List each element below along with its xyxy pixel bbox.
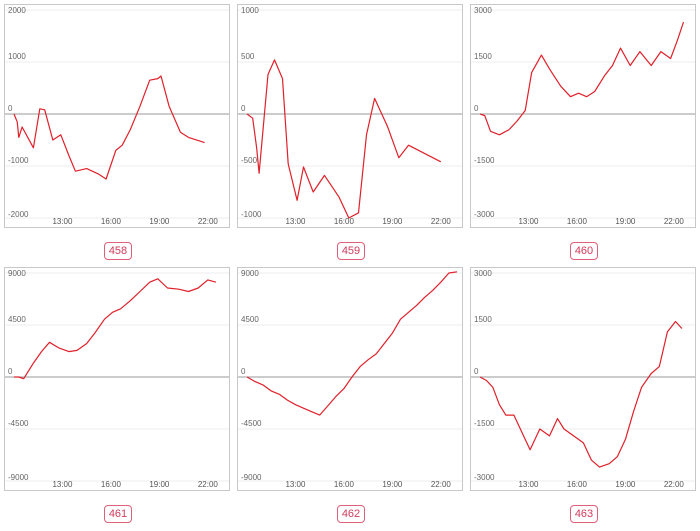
y-tick-label: -3000 — [474, 473, 495, 482]
line-chart: 1000 500 0 -500 -1000 13:00 16:00 19:00 22:00 — [237, 4, 463, 228]
y-tick-label: -4500 — [8, 419, 29, 428]
y-tick-label: -1000 — [8, 156, 29, 165]
y-tick-label: -3000 — [474, 210, 495, 219]
chart-id-badge: 461 — [104, 505, 132, 523]
y-tick-label: 500 — [241, 52, 255, 61]
chart-panel-460: 3000 1500 0 -1500 -3000 13:00 16:00 19:00 22:00 4… — [470, 4, 696, 268]
y-tick-label: 4500 — [241, 315, 259, 324]
y-tick-label: -2000 — [8, 210, 29, 219]
chart-id-badge: 460 — [570, 242, 598, 260]
y-tick-label: 3000 — [474, 6, 492, 15]
x-tick-label: 16:00 — [101, 480, 122, 489]
x-tick-label: 13:00 — [518, 480, 539, 489]
series-line — [246, 59, 442, 219]
chart-id-badge: 458 — [104, 242, 132, 260]
y-tick-label: 1000 — [241, 6, 259, 15]
chart-panel-461: 9000 4500 0 -4500 -9000 13:00 16:00 19:00 22:00 4… — [4, 267, 230, 531]
x-tick-label: 13:00 — [52, 480, 73, 489]
x-tick-label: 13:00 — [285, 217, 306, 226]
series-line — [479, 21, 685, 136]
plot-frame — [470, 4, 696, 228]
plot-frame — [470, 267, 696, 491]
chart-id-badge: 462 — [337, 505, 365, 523]
y-tick-label: 0 — [474, 367, 479, 376]
y-tick-label: 1500 — [474, 315, 492, 324]
y-tick-label: 4500 — [8, 315, 26, 324]
x-tick-label: 16:00 — [101, 217, 122, 226]
x-tick-label: 13:00 — [285, 480, 306, 489]
line-chart: 2000 1000 0 -1000 -2000 13:00 16:00 19:00 22:00 — [4, 4, 230, 228]
x-tick-label: 13:00 — [518, 217, 539, 226]
y-tick-label: 9000 — [8, 269, 26, 278]
x-tick-label: 19:00 — [382, 217, 403, 226]
chart-id-badge: 463 — [570, 505, 598, 523]
y-tick-label: 0 — [8, 104, 13, 113]
series-line — [13, 75, 205, 180]
y-tick-label: 1000 — [8, 52, 26, 61]
y-tick-label: -4500 — [241, 419, 262, 428]
x-tick-label: 16:00 — [567, 217, 588, 226]
x-tick-label: 16:00 — [334, 480, 355, 489]
y-tick-label: 0 — [241, 367, 246, 376]
x-tick-label: 19:00 — [149, 480, 170, 489]
x-tick-label: 19:00 — [615, 217, 636, 226]
chart-panel-458: 2000 1000 0 -1000 -2000 13:00 16:00 19:00 22:00 4… — [4, 4, 230, 268]
x-tick-label: 22:00 — [664, 480, 685, 489]
y-tick-label: 9000 — [241, 269, 259, 278]
x-tick-label: 22:00 — [198, 480, 219, 489]
y-tick-label: -1500 — [474, 156, 495, 165]
y-tick-label: 0 — [474, 104, 479, 113]
y-tick-label: -9000 — [8, 473, 29, 482]
x-tick-label: 22:00 — [664, 217, 685, 226]
x-tick-label: 19:00 — [382, 480, 403, 489]
y-tick-label: 3000 — [474, 269, 492, 278]
x-tick-label: 13:00 — [52, 217, 73, 226]
x-tick-label: 19:00 — [149, 217, 170, 226]
plot-frame — [4, 267, 230, 491]
x-tick-label: 16:00 — [334, 217, 355, 226]
chart-panel-459: 1000 500 0 -500 -1000 13:00 16:00 19:00 22:00 459 — [237, 4, 463, 268]
y-tick-label: 0 — [8, 367, 13, 376]
x-tick-label: 22:00 — [431, 217, 452, 226]
x-tick-label: 16:00 — [567, 480, 588, 489]
y-tick-label: -9000 — [241, 473, 262, 482]
chart-id-badge: 459 — [337, 242, 365, 260]
series-line — [14, 278, 217, 380]
series-line — [479, 320, 683, 468]
line-chart: 3000 1500 0 -1500 -3000 13:00 16:00 19:00 22:00 — [470, 4, 696, 228]
x-tick-label: 19:00 — [615, 480, 636, 489]
y-tick-label: -1500 — [474, 419, 495, 428]
plot-frame — [237, 4, 463, 228]
line-chart: 9000 4500 0 -4500 -9000 13:00 16:00 19:00 22:00 — [237, 267, 463, 491]
x-tick-label: 22:00 — [431, 480, 452, 489]
plot-frame — [4, 4, 230, 228]
chart-panel-463: 3000 1500 0 -1500 -3000 13:00 16:00 19:00 22:00 4… — [470, 267, 696, 531]
x-tick-label: 22:00 — [198, 217, 219, 226]
y-tick-label: -500 — [241, 156, 258, 165]
line-chart: 9000 4500 0 -4500 -9000 13:00 16:00 19:00 22:00 — [4, 267, 230, 491]
line-chart: 3000 1500 0 -1500 -3000 13:00 16:00 19:00 22:00 — [470, 267, 696, 491]
series-line — [246, 271, 458, 416]
y-tick-label: -1000 — [241, 210, 262, 219]
y-tick-label: 0 — [241, 104, 246, 113]
y-tick-label: 1500 — [474, 52, 492, 61]
chart-panel-462: 9000 4500 0 -4500 -9000 13:00 16:00 19:00 22:00 4… — [237, 267, 463, 531]
y-tick-label: 2000 — [8, 6, 26, 15]
